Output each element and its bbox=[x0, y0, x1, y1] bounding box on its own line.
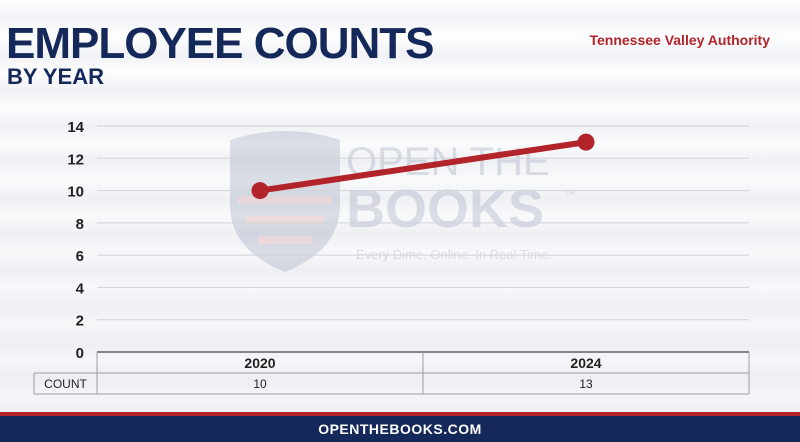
y-axis-tick-labels: 0 2 4 6 8 10 12 14 bbox=[67, 119, 84, 362]
y-tick-label: 2 bbox=[76, 313, 84, 330]
watermark-tagline: Every Dime. Online. In Real Time. bbox=[356, 247, 552, 262]
y-tick-label: 6 bbox=[76, 248, 84, 265]
watermark-line2: BOOKS bbox=[346, 179, 544, 239]
chart-title: EMPLOYEE COUNTS bbox=[6, 19, 434, 68]
y-tick-label: 14 bbox=[67, 119, 84, 136]
agency-name: Tennessee Valley Authority bbox=[589, 32, 770, 48]
chart-subtitle: BY YEAR bbox=[7, 64, 105, 89]
y-tick-label: 8 bbox=[76, 216, 84, 233]
series-line bbox=[257, 139, 589, 194]
shield-stripes bbox=[238, 196, 332, 204]
table-value: 10 bbox=[253, 377, 267, 391]
y-tick-label: 0 bbox=[76, 345, 84, 362]
series bbox=[251, 133, 595, 200]
data-table: 2020 10 2024 13 COUNT bbox=[33, 352, 750, 395]
footer-website: OPENTHEBOOKS.COM bbox=[318, 421, 482, 437]
x-tick-label: 2024 bbox=[570, 355, 601, 371]
x-tick-label: 2020 bbox=[244, 355, 275, 371]
table-row-label: COUNT bbox=[44, 377, 87, 391]
y-tick-label: 10 bbox=[67, 184, 84, 201]
y-tick-label: 4 bbox=[76, 280, 85, 297]
data-point bbox=[577, 133, 595, 151]
watermark-tm: ™ bbox=[564, 187, 576, 201]
footer-bar: OPENTHEBOOKS.COM bbox=[0, 412, 800, 442]
shield-logo bbox=[230, 131, 340, 272]
watermark: OPEN THE BOOKS ™ Every Dime. Online. In … bbox=[230, 131, 576, 272]
y-tick-label: 12 bbox=[67, 151, 84, 168]
data-point bbox=[251, 182, 269, 200]
table-value: 13 bbox=[579, 377, 593, 391]
